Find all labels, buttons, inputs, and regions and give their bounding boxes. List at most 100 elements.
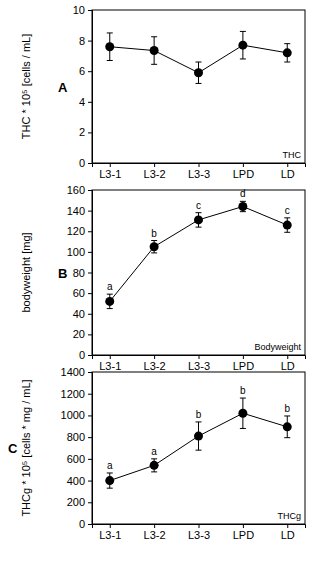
error-cap <box>151 252 157 253</box>
error-cap <box>196 62 202 63</box>
tick: L3-2 <box>144 355 166 372</box>
tick-mark <box>110 524 111 528</box>
tick: 10 <box>73 4 92 16</box>
tick: 80 <box>73 267 92 279</box>
tick: 1400 <box>61 366 92 378</box>
tick-mark <box>88 163 92 164</box>
panel-title: THCg <box>277 511 301 521</box>
panel-label: A <box>58 80 68 95</box>
tick-mark <box>243 524 244 528</box>
tick-label: 120 <box>67 225 85 237</box>
tick-label: 160 <box>67 184 85 196</box>
error-cap <box>240 211 246 212</box>
point-label: b <box>240 385 246 396</box>
error-cap <box>151 471 157 472</box>
tick: 200 <box>67 496 92 508</box>
error-cap <box>240 398 246 399</box>
tick-label: 100 <box>67 246 85 258</box>
tick-label: 1400 <box>61 366 85 378</box>
tick-mark <box>88 10 92 11</box>
tick-mark <box>88 231 92 232</box>
x-axis: L3-1L3-2L3-3LPDLD <box>93 163 306 180</box>
tick: LD <box>281 163 295 180</box>
error-cap <box>196 212 202 213</box>
point-label: a <box>107 460 113 471</box>
panel: 020406080100120140160L3-1L3-2L3-3LPDLDbo… <box>20 184 306 372</box>
axis-line <box>93 525 306 529</box>
tick: 2 <box>79 126 92 138</box>
tick-mark <box>88 437 92 438</box>
line <box>110 413 288 480</box>
tick-label: L3-2 <box>144 360 166 372</box>
point <box>238 41 247 50</box>
error-cap <box>151 240 157 241</box>
tick: 0 <box>79 157 92 169</box>
tick-label: L3-3 <box>188 529 210 541</box>
point <box>105 42 114 51</box>
tick-label: 80 <box>73 267 85 279</box>
tick-label: 800 <box>67 431 85 443</box>
error-cap <box>240 201 246 202</box>
point <box>238 409 247 418</box>
tick-label: L3-2 <box>144 168 166 180</box>
plot-frame <box>92 190 305 355</box>
tick-label: 60 <box>73 287 85 299</box>
tick-mark <box>88 355 92 356</box>
point-label: b <box>284 403 290 414</box>
plot-frame <box>92 372 305 524</box>
x-axis: L3-1 L3-2 L3-3 LPD LD <box>93 355 306 372</box>
tick-mark <box>88 273 92 274</box>
tick-mark <box>88 481 92 482</box>
tick-label: 140 <box>67 205 85 217</box>
point-label: a <box>151 446 157 457</box>
error-cap <box>240 31 246 32</box>
point-label: d <box>240 188 246 199</box>
tick: L3-1 <box>99 524 121 541</box>
tick-label: 40 <box>73 308 85 320</box>
tick-mark <box>110 355 111 359</box>
panel: 0200400600800100012001400L3-1L3-2L3-3LPD… <box>8 366 306 541</box>
error-cap <box>107 60 113 61</box>
tick-label: L3-1 <box>99 360 121 372</box>
tick-mark <box>88 372 92 373</box>
error-cap <box>196 450 202 451</box>
error-cap <box>284 217 290 218</box>
tick-label: 20 <box>73 328 85 340</box>
tick: L3-1 <box>99 355 121 372</box>
error-cap <box>151 458 157 459</box>
tick: LPD <box>233 355 254 372</box>
error-cap <box>107 488 113 489</box>
plot-frame <box>92 10 305 163</box>
error-cap <box>196 227 202 228</box>
panel-title: THC <box>283 150 302 160</box>
y-axis: 0246810 <box>73 4 93 169</box>
tick-mark <box>199 355 200 359</box>
tick-mark <box>88 293 92 294</box>
tick-mark <box>243 355 244 359</box>
y-axis: 0200400600800100012001400 <box>61 366 93 530</box>
tick-mark <box>154 524 155 528</box>
point <box>150 46 159 55</box>
error-cap <box>284 232 290 233</box>
point <box>150 242 159 251</box>
axis-line <box>93 356 306 360</box>
tick-label: 1000 <box>61 409 85 421</box>
error-cap <box>284 62 290 63</box>
tick: L3-2 <box>144 524 166 541</box>
axis-title: THCg * 10⁵ [cells * mg / mL] <box>20 379 32 516</box>
error-cap <box>196 421 202 422</box>
tick-mark <box>88 502 92 503</box>
tick-mark <box>88 132 92 133</box>
tick: 0 <box>79 518 92 530</box>
tick: LD <box>281 355 295 372</box>
tick-label: 600 <box>67 453 85 465</box>
tick-label: 0 <box>79 349 85 361</box>
tick-mark <box>88 190 92 191</box>
tick-label: LD <box>281 529 295 541</box>
tick: 120 <box>67 225 92 237</box>
tick: 400 <box>67 475 92 487</box>
tick-mark <box>88 394 92 395</box>
tick-mark <box>110 163 111 167</box>
tick-label: L3-3 <box>188 360 210 372</box>
tick-mark <box>88 211 92 212</box>
